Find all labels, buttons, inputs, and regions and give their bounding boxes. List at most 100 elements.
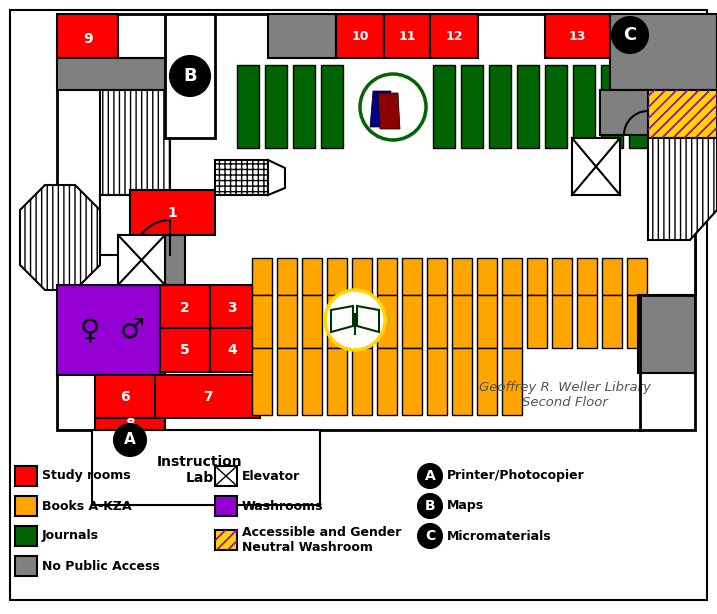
Bar: [573, 65, 595, 148]
Bar: [100, 195, 170, 255]
Polygon shape: [331, 306, 353, 332]
Bar: [640, 240, 695, 295]
Bar: [327, 258, 347, 295]
Text: Washrooms: Washrooms: [242, 500, 323, 513]
Bar: [215, 530, 237, 550]
Bar: [15, 496, 37, 516]
Bar: [100, 90, 170, 195]
Bar: [57, 285, 165, 375]
Text: 8: 8: [125, 417, 135, 431]
Bar: [430, 14, 478, 58]
Bar: [215, 496, 237, 516]
Text: 2: 2: [180, 301, 190, 315]
Circle shape: [418, 494, 442, 518]
Bar: [552, 295, 572, 348]
Text: 11: 11: [398, 29, 416, 42]
Text: 7: 7: [203, 390, 213, 404]
Bar: [352, 258, 372, 295]
Polygon shape: [648, 138, 717, 240]
Text: Accessible and Gender
Neutral Washroom: Accessible and Gender Neutral Washroom: [242, 526, 402, 554]
Bar: [327, 348, 347, 415]
Text: A: A: [124, 432, 136, 448]
Bar: [577, 295, 597, 348]
Bar: [57, 14, 118, 58]
Bar: [321, 65, 343, 148]
Bar: [160, 328, 210, 372]
Bar: [477, 258, 497, 295]
Bar: [527, 295, 547, 348]
Bar: [452, 295, 472, 348]
Text: Journals: Journals: [42, 529, 99, 543]
Polygon shape: [378, 93, 400, 129]
Text: 4: 4: [227, 343, 237, 357]
Bar: [15, 556, 37, 576]
Bar: [552, 258, 572, 295]
Bar: [402, 258, 422, 295]
Bar: [600, 90, 648, 135]
Bar: [252, 258, 272, 295]
Bar: [252, 295, 272, 348]
Circle shape: [418, 464, 442, 488]
Text: Study rooms: Study rooms: [42, 470, 130, 483]
Bar: [427, 348, 447, 415]
Bar: [377, 295, 397, 348]
Bar: [489, 65, 511, 148]
Bar: [210, 285, 255, 328]
Text: 9: 9: [83, 32, 92, 46]
Circle shape: [170, 56, 210, 96]
Bar: [477, 295, 497, 348]
Circle shape: [325, 290, 385, 350]
Text: 5: 5: [180, 343, 190, 357]
Bar: [95, 375, 155, 418]
Bar: [377, 258, 397, 295]
Bar: [377, 348, 397, 415]
Text: B: B: [424, 499, 435, 513]
Bar: [627, 295, 647, 348]
Polygon shape: [268, 160, 285, 195]
Bar: [252, 348, 272, 415]
Bar: [277, 348, 297, 415]
Bar: [517, 65, 539, 148]
Text: C: C: [425, 529, 435, 543]
Bar: [265, 65, 287, 148]
Bar: [602, 258, 622, 295]
Bar: [210, 328, 255, 372]
Bar: [502, 258, 522, 295]
Bar: [527, 258, 547, 295]
Text: ♂: ♂: [120, 316, 144, 344]
Bar: [601, 65, 623, 148]
Bar: [165, 235, 185, 285]
Bar: [57, 58, 205, 90]
Bar: [95, 418, 165, 430]
Bar: [545, 14, 610, 58]
Bar: [502, 348, 522, 415]
Bar: [165, 14, 215, 138]
Circle shape: [418, 524, 442, 548]
Text: 12: 12: [445, 29, 462, 42]
Text: A: A: [424, 469, 435, 483]
Text: Printer/Photocopier: Printer/Photocopier: [447, 470, 585, 483]
Text: No Public Access: No Public Access: [42, 559, 160, 572]
Bar: [57, 14, 695, 430]
Bar: [268, 14, 336, 58]
Bar: [572, 138, 620, 195]
Bar: [155, 375, 260, 418]
Bar: [402, 295, 422, 348]
Bar: [170, 90, 205, 115]
Bar: [277, 295, 297, 348]
Bar: [610, 14, 717, 90]
Bar: [302, 295, 322, 348]
Bar: [477, 348, 497, 415]
Text: Instruction
Lab: Instruction Lab: [157, 455, 243, 485]
Bar: [502, 295, 522, 348]
Bar: [629, 65, 651, 148]
Polygon shape: [357, 306, 379, 332]
Bar: [384, 14, 430, 58]
Bar: [461, 65, 483, 148]
Text: 13: 13: [569, 29, 586, 42]
Circle shape: [612, 17, 648, 53]
Polygon shape: [370, 91, 391, 127]
Bar: [15, 466, 37, 486]
Text: 6: 6: [120, 390, 130, 404]
Bar: [402, 348, 422, 415]
